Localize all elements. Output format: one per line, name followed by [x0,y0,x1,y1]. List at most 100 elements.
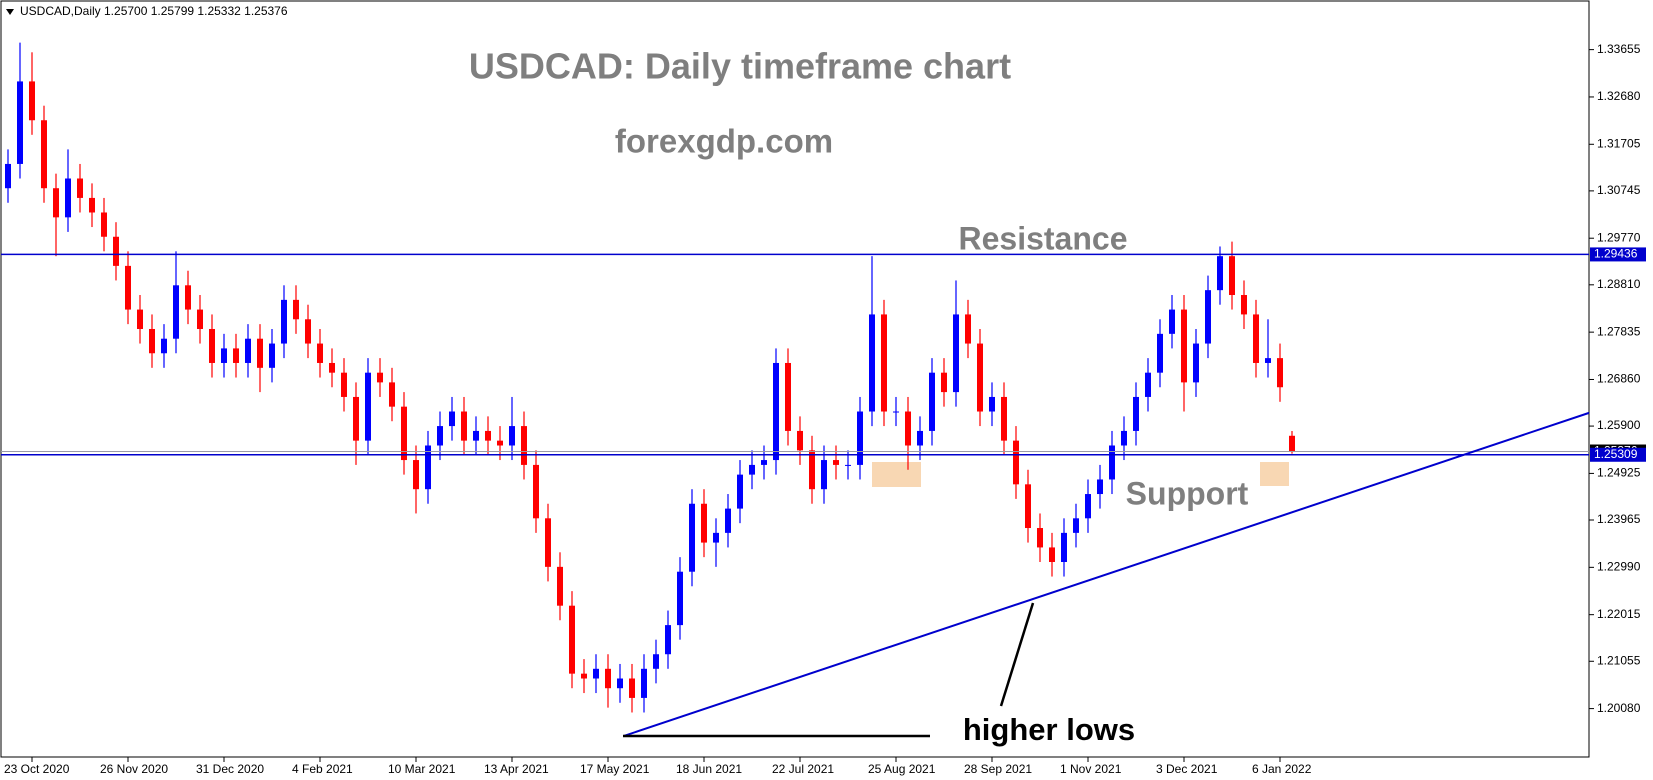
candle-body [509,426,515,446]
candle-body [65,178,71,218]
x-tick-label: 4 Feb 2021 [292,762,353,776]
candle-body [521,426,527,465]
candle-body [833,460,839,465]
y-tick-label: 1.24925 [1597,466,1641,480]
candle-body [725,508,731,533]
candle-body [233,348,239,363]
candle-body [917,430,923,446]
y-tick-label: 1.31705 [1597,136,1641,150]
candle-body [1229,256,1235,296]
highlight-box [1260,462,1289,486]
candle-body [1193,343,1199,383]
candle-body [113,236,119,266]
menu-arrow[interactable] [6,9,14,15]
candle-body [329,362,335,373]
candle-body [641,668,647,698]
candle-body [905,411,911,446]
candle-body [1181,309,1187,383]
candle-body [1037,528,1043,548]
candle-body [689,503,695,572]
trendline [623,411,1590,737]
x-tick-label: 18 Jun 2021 [676,762,742,776]
candle-body [161,338,167,354]
candle-body [1049,547,1055,562]
x-tick-label: 28 Sep 2021 [964,762,1032,776]
candle-body [401,406,407,461]
y-tick-label: 1.32680 [1597,89,1641,103]
support-label: Support [1126,475,1249,511]
candle-body [1025,484,1031,529]
candle-body [1013,440,1019,485]
candle-body [1169,309,1175,334]
candle-body [257,338,263,368]
x-tick-label: 31 Dec 2020 [196,762,264,776]
candle-body [89,197,95,213]
candle-body [1001,396,1007,441]
candle-body [353,396,359,441]
candle-body [17,81,23,164]
candle-body [1121,430,1127,446]
candle-body [533,464,539,519]
candle-body [737,474,743,509]
candle-body [581,673,587,679]
y-tick-label: 1.26860 [1597,372,1641,386]
x-tick-label: 10 Mar 2021 [388,762,456,776]
x-tick-label: 6 Jan 2022 [1252,762,1312,776]
candle-body [569,605,575,674]
candle-body [965,314,971,344]
resistance-label: Resistance [959,220,1128,256]
candle-body [1241,295,1247,315]
candle-body [749,464,755,475]
candle-body [473,430,479,441]
x-tick-label: 1 Nov 2021 [1060,762,1122,776]
x-tick-label: 23 Oct 2020 [4,762,70,776]
candle-body [785,362,791,431]
candle-body [893,411,899,413]
candle-body [881,314,887,412]
x-tick-label: 17 May 2021 [580,762,650,776]
candle-body [1217,256,1223,291]
candle-body [389,382,395,407]
candle-body [197,309,203,329]
candle-body [857,411,863,465]
candle-body [365,372,371,441]
y-tick-label: 1.23965 [1597,512,1641,526]
y-tick-label: 1.21055 [1597,653,1641,667]
candle-body [1085,494,1091,519]
candle-body [221,348,227,363]
x-tick-label: 3 Dec 2021 [1156,762,1218,776]
candle-body [125,265,131,310]
candle-body [929,372,935,431]
candle-body [629,678,635,698]
candle-body [1133,396,1139,431]
candle-body [665,625,671,655]
y-tick-label: 1.20080 [1597,701,1641,715]
candle-body [1289,435,1295,452]
candle-body [341,372,347,397]
candle-body [41,120,47,189]
y-tick-label: 1.22990 [1597,560,1641,574]
level-box [1590,247,1646,262]
candle-body [425,445,431,490]
candle-body [605,668,611,689]
candle-body [269,343,275,368]
y-tick-label: 1.27835 [1597,324,1641,338]
candle-body [557,566,563,606]
candle-body [449,411,455,427]
annotation-pointer [999,602,1035,707]
candle-body [413,460,419,490]
x-tick-label: 13 Apr 2021 [484,762,549,776]
candle-body [821,460,827,490]
candle-body [209,328,215,363]
candle-body [1253,314,1259,363]
candle-body [1157,333,1163,373]
chart-header: USDCAD,Daily 1.25700 1.25799 1.25332 1.2… [20,4,288,18]
candle-body [761,460,767,465]
level-label: 1.29436 [1594,247,1638,261]
candle-body [497,440,503,446]
candle-body [101,212,107,237]
highlight-box [872,462,921,487]
candle-body [989,396,995,412]
x-tick-label: 22 Jul 2021 [772,762,834,776]
candle-body [437,426,443,446]
